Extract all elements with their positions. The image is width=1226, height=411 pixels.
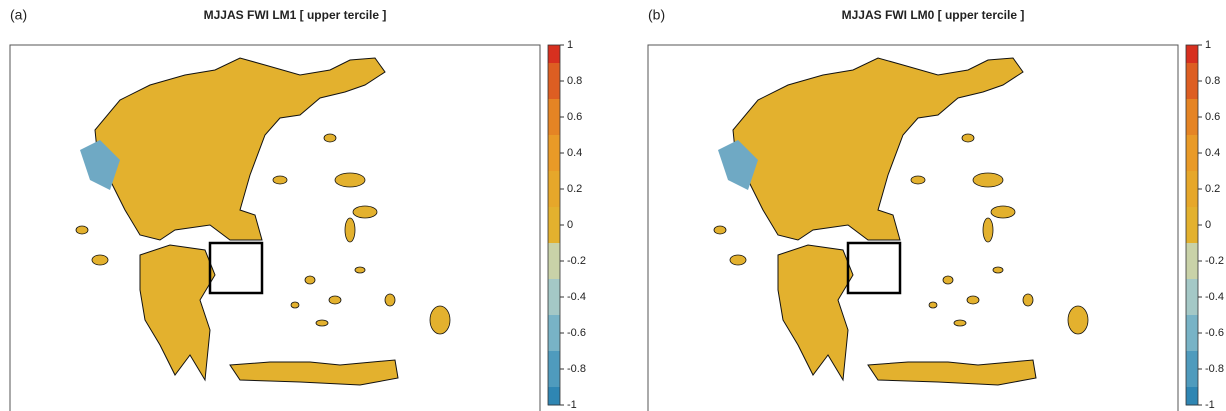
colorbar-segment [1186,225,1198,244]
colorbar-tick-label: -0.6 [1205,327,1224,339]
colorbar-tick-label: -0.8 [1205,363,1224,375]
colorbar-segment [548,99,560,118]
panel-label: (b) [648,7,665,23]
colorbar-segment [548,369,560,388]
colorbar-segment [1186,279,1198,298]
colorbar-segment [548,315,560,334]
colorbar-tick-label: 0.4 [1205,147,1220,159]
colorbar-segment [1186,369,1198,388]
colorbar-segment [1186,81,1198,100]
panel: (a) MJJAS FWI LM1 [ upper tercile ] 1 0.8 0.… [9,7,586,411]
colorbar-tick-label: -1 [567,399,577,411]
panel-title: MJJAS FWI LM1 [ upper tercile ] [204,8,387,22]
colorbar-segment [548,207,560,226]
colorbar-tick-label: 0.2 [567,183,582,195]
colorbar-tick-label: 0 [567,219,573,231]
colorbar-segment [1186,243,1198,262]
panel-title: MJJAS FWI LM0 [ upper tercile ] [842,8,1025,22]
colorbar-segment [1186,63,1198,82]
colorbar-segment [548,351,560,370]
colorbar-segment [1186,261,1198,280]
colorbar-segment [1186,135,1198,154]
colorbar-segment [1186,387,1198,406]
colorbar-segment [548,261,560,280]
colorbar-segment [548,45,560,64]
colorbar-segment [1186,351,1198,370]
colorbar-tick-label: 1 [1205,39,1211,51]
colorbar-segment [548,189,560,208]
colorbar-tick-label: 1 [567,39,573,51]
colorbar-segment [1186,297,1198,316]
colorbar-segment [548,387,560,406]
colorbar-tick-label: 0.2 [1205,183,1220,195]
colorbar-segment [548,171,560,190]
colorbar-tick-label: -0.4 [567,291,586,303]
panel: (b) MJJAS FWI LM0 [ upper tercile ] 1 0.8 0.… [647,7,1224,411]
colorbar-tick-label: 0.8 [1205,75,1220,87]
colorbar-tick-label: 0.6 [1205,111,1220,123]
colorbar-segment [548,135,560,154]
colorbar-segment [548,243,560,262]
colorbar-segment [548,63,560,82]
colorbar-segment [1186,45,1198,64]
colorbar-segment [1186,315,1198,334]
colorbar-segment [548,279,560,298]
colorbar-segment [1186,189,1198,208]
colorbar-segment [1186,207,1198,226]
colorbar-tick-label: -0.6 [567,327,586,339]
colorbar-segment [1186,333,1198,352]
colorbar-segment [548,225,560,244]
colorbar-segment [548,153,560,172]
colorbar-tick-label: -1 [1205,399,1215,411]
colorbar-tick-label: -0.2 [567,255,586,267]
colorbar-segment [1186,171,1198,190]
colorbar-segment [548,81,560,100]
colorbar-tick-label: -0.2 [1205,255,1224,267]
colorbar-segment [548,297,560,316]
colorbar-segment [1186,153,1198,172]
colorbar-tick-label: 0.6 [567,111,582,123]
colorbar-segment [1186,99,1198,118]
colorbar-tick-label: 0.8 [567,75,582,87]
colorbar-tick-label: -0.4 [1205,291,1224,303]
colorbar-segment [548,117,560,136]
colorbar-segment [1186,117,1198,136]
colorbar-tick-label: 0.4 [567,147,582,159]
colorbar-segment [548,333,560,352]
colorbar-tick-label: 0 [1205,219,1211,231]
panel-label: (a) [10,7,27,23]
colorbar-tick-label: -0.8 [567,363,586,375]
